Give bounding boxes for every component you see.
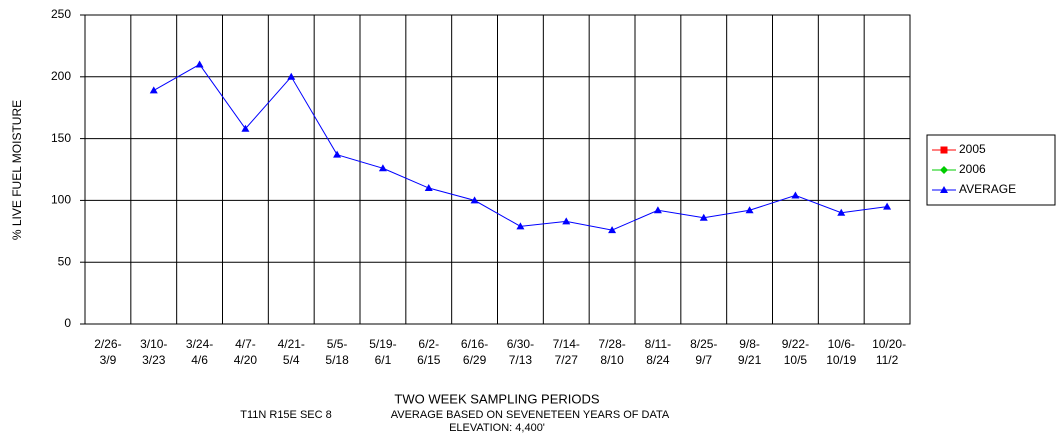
x-tick-label: 3/10-3/23 — [140, 337, 168, 367]
note: T11N R15E SEC 8 — [240, 409, 332, 421]
x-tick-label: 10/20-11/2 — [872, 337, 907, 367]
legend-label: AVERAGE — [959, 182, 1016, 196]
x-tick-label: 9/22-10/5 — [781, 337, 810, 367]
point — [333, 150, 342, 158]
legend-marker — [940, 186, 948, 193]
point — [699, 213, 708, 221]
x-tick-label: 10/6-10/19 — [826, 337, 857, 367]
point — [883, 202, 892, 210]
x-tick-label: 4/21-5/4 — [277, 337, 305, 367]
y-tick-label: 150 — [51, 131, 71, 145]
legend-marker — [940, 146, 948, 154]
point — [287, 72, 296, 80]
x-tick-label: 5/5-5/18 — [325, 337, 349, 367]
legend-label: 2006 — [959, 162, 986, 176]
point — [837, 208, 846, 216]
x-tick-label: 7/14-7/27 — [552, 337, 580, 367]
note: AVERAGE BASED ON SEVENETEEN YEARS OF DAT… — [391, 409, 670, 421]
y-tick-label: 100 — [51, 193, 71, 207]
x-tick-label: 2/26-3/9 — [94, 337, 122, 367]
point — [424, 184, 433, 192]
y-tick-label: 200 — [51, 69, 71, 83]
x-axis-label: TWO WEEK SAMPLING PERIODS — [394, 391, 599, 406]
x-tick-label: 3/24-4/6 — [185, 337, 214, 367]
point — [378, 164, 387, 172]
point — [791, 191, 800, 199]
x-tick-label: 7/28-8/10 — [598, 337, 626, 367]
x-tick-label: 8/25-9/7 — [690, 337, 718, 367]
x-tick-label: 8/11-8/24 — [644, 337, 672, 367]
point — [516, 222, 525, 230]
point — [608, 226, 617, 234]
note: ELEVATION: 4,400' — [449, 422, 545, 434]
point — [241, 124, 250, 132]
y-axis-label: % LIVE FUEL MOISTURE — [10, 100, 24, 240]
legend-label: 2005 — [959, 142, 986, 156]
x-tick-label: 6/30-7/13 — [506, 337, 535, 367]
x-tick-label: 6/16-6/29 — [460, 337, 489, 367]
y-tick-label: 0 — [64, 316, 71, 330]
point — [653, 206, 662, 214]
x-tick-label: 5/19-6/1 — [369, 337, 397, 367]
point — [149, 86, 158, 94]
point — [195, 60, 204, 68]
legend-marker — [940, 166, 948, 174]
point — [470, 196, 479, 204]
point — [562, 217, 571, 225]
x-tick-label: 4/7-4/20 — [233, 337, 258, 367]
point — [745, 206, 754, 214]
x-tick-label: 6/2-6/15 — [417, 337, 441, 367]
y-tick-label: 250 — [51, 7, 71, 21]
y-tick-label: 50 — [58, 254, 72, 268]
x-tick-label: 9/8-9/21 — [737, 337, 762, 367]
